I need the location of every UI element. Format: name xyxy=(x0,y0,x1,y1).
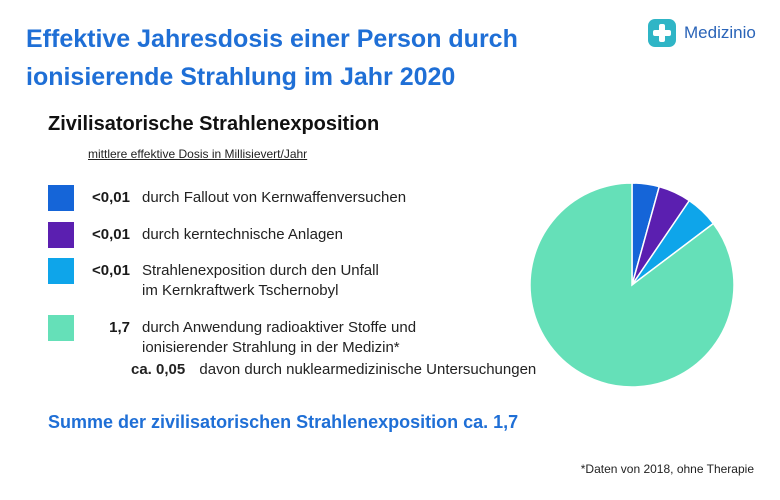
legend-label: durch Anwendung radioaktiver Stoffe und … xyxy=(142,318,416,358)
legend-label-line: durch Anwendung radioaktiver Stoffe und xyxy=(142,319,417,336)
legend-label-line: ionisierender Strahlung in der Medizin* xyxy=(142,339,400,356)
brand-name: Medizinio xyxy=(684,23,756,42)
legend-label: Strahlenexposition durch den Unfall im K… xyxy=(142,261,379,301)
medical-cross-icon xyxy=(648,19,676,47)
legend-swatch-medizin xyxy=(48,315,74,341)
sub-item-label: davon durch nuklearmedizinische Untersuc… xyxy=(199,361,537,378)
legend-value: <0,01 xyxy=(92,262,130,279)
legend-item-tschernobyl: <0,01 Strahlenexposition durch den Unfal… xyxy=(48,258,379,301)
sub-item-value: ca. 0,05 xyxy=(131,361,186,378)
legend-swatch-anlagen xyxy=(48,222,74,248)
brand-logo[interactable]: Medizinio xyxy=(648,19,756,47)
unit-label: mittlere effektive Dosis in Millisievert… xyxy=(88,147,308,161)
legend-sub-item: ca. 0,05 davon durch nuklearmedizinische… xyxy=(131,360,536,380)
legend-value: <0,01 xyxy=(92,189,130,206)
pie-slice-medizin xyxy=(529,182,735,388)
page-title: Effektive Jahresdosis einer Person durch… xyxy=(26,25,518,91)
chart-title: Zivilisatorische Strahlenexposition xyxy=(48,113,380,135)
legend-item-medizin: 1,7 durch Anwendung radioaktiver Stoffe … xyxy=(48,315,416,358)
legend-item-anlagen: <0,01 durch kerntechnische Anlagen xyxy=(48,222,343,248)
legend-label: durch Fallout von Kernwaffenversuchen xyxy=(142,189,407,206)
legend-value: <0,01 xyxy=(92,226,130,243)
summary-text: Summe der zivilisatorischen Strahlenexpo… xyxy=(48,412,519,432)
footnote: *Daten von 2018, ohne Therapie xyxy=(580,462,754,476)
legend-label-line: Strahlenexposition durch den Unfall xyxy=(142,262,379,279)
legend-swatch-tschernobyl xyxy=(48,258,74,284)
legend-swatch-fallout xyxy=(48,185,74,211)
legend-value: 1,7 xyxy=(109,319,130,336)
legend-item-fallout: <0,01 durch Fallout von Kernwaffenversuc… xyxy=(48,185,407,211)
pie-chart xyxy=(529,182,735,388)
legend-label: durch kerntechnische Anlagen xyxy=(142,226,343,243)
legend-label-line: im Kernkraftwerk Tschernobyl xyxy=(142,282,339,299)
